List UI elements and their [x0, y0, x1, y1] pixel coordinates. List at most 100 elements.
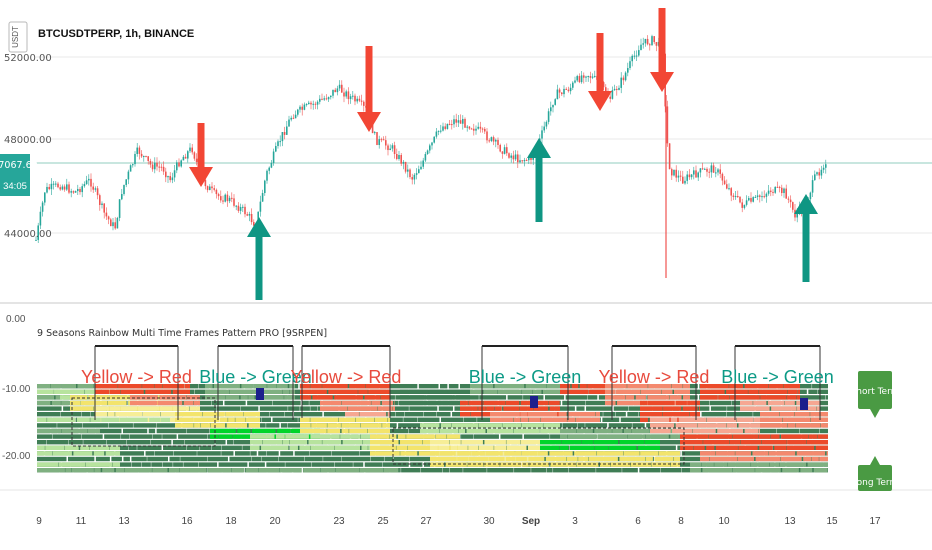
band-block: [568, 412, 596, 417]
band-block: [761, 440, 787, 445]
short-term-label: Short Term: [851, 387, 900, 397]
band-block: [145, 389, 172, 394]
band-block: [527, 412, 558, 417]
band-block: [331, 451, 360, 456]
band-block: [428, 400, 437, 406]
band-block: [37, 395, 55, 400]
band-block: [674, 389, 690, 394]
band-block: [232, 434, 251, 439]
band-block: [630, 462, 651, 467]
band-block: [637, 445, 660, 450]
band-block: [123, 456, 130, 462]
candle: [435, 128, 438, 139]
candle: [231, 192, 233, 203]
band-block: [817, 406, 820, 411]
band-block: [288, 406, 300, 411]
band-block: [285, 462, 312, 467]
candle: [165, 167, 167, 183]
candle: [787, 196, 790, 204]
band-block: [261, 445, 289, 450]
band-block: [810, 417, 828, 422]
candle: [701, 162, 704, 170]
band-block: [58, 462, 86, 467]
band-block: [490, 412, 520, 417]
candle: [565, 87, 567, 90]
band-block: [617, 400, 645, 406]
band-block: [210, 434, 219, 439]
candle: [341, 80, 343, 94]
band-block: [670, 417, 678, 422]
candle: [325, 94, 328, 101]
band-block: [783, 384, 800, 389]
candle: [116, 216, 119, 229]
candle: [492, 135, 495, 146]
candle: [781, 184, 783, 197]
band-block: [784, 400, 795, 406]
band-block: [214, 384, 240, 389]
band-block: [588, 456, 618, 462]
candle: [481, 127, 484, 133]
band-block: [786, 395, 797, 400]
band-block: [309, 451, 332, 456]
candle: [785, 184, 787, 199]
band-block: [693, 445, 705, 450]
sell-arrow-icon: [189, 123, 213, 187]
candle: [411, 173, 413, 185]
band-block: [820, 423, 828, 428]
currency-badge[interactable]: [8, 21, 28, 53]
band-block: [216, 406, 241, 411]
band-block: [448, 389, 470, 394]
candle: [699, 167, 702, 178]
band-block: [504, 451, 522, 456]
band-block: [651, 462, 671, 467]
band-block: [799, 395, 826, 400]
band-block: [729, 384, 744, 389]
band-block: [650, 428, 671, 434]
band-block: [37, 412, 61, 417]
candle: [631, 54, 633, 67]
band-block: [109, 445, 120, 450]
band-block: [94, 451, 114, 456]
candle: [321, 93, 323, 101]
candle: [543, 121, 545, 133]
band-block: [401, 468, 421, 473]
time-label-6: 20: [269, 516, 281, 527]
candle: [455, 113, 457, 127]
indicator-title[interactable]: 9 Seasons Rainbow Multi Time Frames Patt…: [37, 328, 327, 339]
band-block: [620, 417, 648, 422]
band-block: [458, 428, 466, 434]
candle: [473, 123, 475, 136]
candle: [666, 100, 669, 147]
candle: [646, 35, 649, 46]
candle: [613, 84, 616, 91]
candle: [651, 34, 653, 47]
band-block: [207, 456, 228, 462]
band-block: [237, 428, 251, 434]
symbol-label[interactable]: BTCUSDTPERP, 1h, BINANCE: [38, 28, 194, 40]
band-block: [487, 462, 513, 467]
band-block: [755, 456, 781, 462]
band-block: [104, 434, 121, 439]
band-block: [448, 400, 459, 406]
countdown-value: 34:05: [3, 181, 27, 192]
candle: [684, 176, 686, 185]
band-block: [285, 412, 294, 417]
band-block: [753, 400, 767, 406]
band-block: [70, 395, 77, 400]
band-block: [767, 400, 785, 406]
candle: [444, 123, 446, 131]
candle: [92, 182, 94, 194]
candle: [574, 76, 576, 84]
candle: [649, 42, 651, 51]
band-block: [361, 445, 368, 450]
band-block: [250, 445, 260, 450]
band-block: [323, 456, 342, 462]
band-block: [457, 445, 468, 450]
band-block: [777, 389, 798, 394]
band-block: [279, 468, 302, 473]
candle: [686, 171, 688, 185]
candle: [303, 102, 306, 111]
candle: [558, 87, 561, 99]
candle: [677, 170, 680, 183]
